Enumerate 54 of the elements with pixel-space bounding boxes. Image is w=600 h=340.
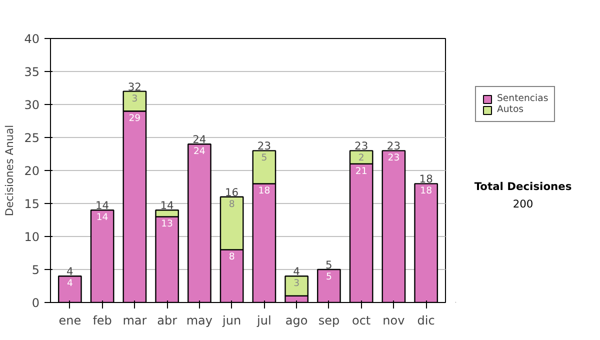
text: Total Decisiones <box>474 180 572 193</box>
data-label: 8 <box>228 198 235 210</box>
data-label: 4 <box>66 278 73 290</box>
total-label: 23 <box>257 140 271 153</box>
data-label: 18 <box>258 186 270 197</box>
data-label: 14 <box>96 212 108 224</box>
legend-label: Autos <box>497 104 524 115</box>
data-label: 3 <box>294 278 300 290</box>
data-label: 13 <box>161 218 174 230</box>
x-tick-label: abr <box>157 314 178 328</box>
data-label: 18 <box>420 186 432 197</box>
x-tick-label: jul <box>256 314 272 328</box>
total-label: 24 <box>192 133 206 146</box>
y-tick-label: 15 <box>24 197 40 211</box>
data-label: 2 <box>358 152 364 164</box>
y-axis-title: Decisiones Anual <box>3 124 16 216</box>
total-label: 4 <box>293 265 300 278</box>
data-label: 24 <box>194 146 206 158</box>
total-label: 14 <box>96 199 110 212</box>
total-label: 18 <box>419 172 434 186</box>
y-tick-label: 40 <box>24 32 40 46</box>
data-label: 5 <box>261 152 268 164</box>
legend-label: Sentencias <box>497 93 548 104</box>
total-label: 23 <box>386 140 400 153</box>
data-label: 21 <box>355 166 368 177</box>
text: 200 <box>512 198 534 210</box>
y-tick-label: 30 <box>24 98 40 112</box>
x-tick-label: nov <box>382 314 405 328</box>
y-tick-label: 20 <box>24 164 40 178</box>
x-tick-label: feb <box>92 314 112 328</box>
x-tick-label: oct <box>352 314 371 328</box>
x-tick-label: sep <box>318 314 340 328</box>
data-label: 29 <box>128 113 141 124</box>
data-label: 5 <box>326 272 332 282</box>
total-label: 23 <box>354 140 368 153</box>
x-tick-label: ago <box>285 314 308 328</box>
data-label: 23 <box>388 152 400 164</box>
data-label: 8 <box>228 252 235 263</box>
y-tick-label: 35 <box>24 65 40 79</box>
total-label: 32 <box>128 80 142 94</box>
x-tick-label: mar <box>122 314 147 328</box>
x-tick-label: dic <box>417 314 435 328</box>
y-tick-label: 5 <box>32 263 40 277</box>
x-tick-label: may <box>186 314 213 328</box>
x-tick-label: ene <box>58 314 82 328</box>
x-tick-label: jun <box>222 314 242 328</box>
total-label: 14 <box>160 199 174 212</box>
data-label: 3 <box>132 93 138 104</box>
y-tick-label: 0 <box>32 296 40 310</box>
y-tick-label: 25 <box>24 131 40 145</box>
total-label: 4 <box>66 265 74 278</box>
y-tick-label: 10 <box>24 230 40 244</box>
total-label: 16 <box>225 186 239 199</box>
total-label: 5 <box>326 258 332 272</box>
